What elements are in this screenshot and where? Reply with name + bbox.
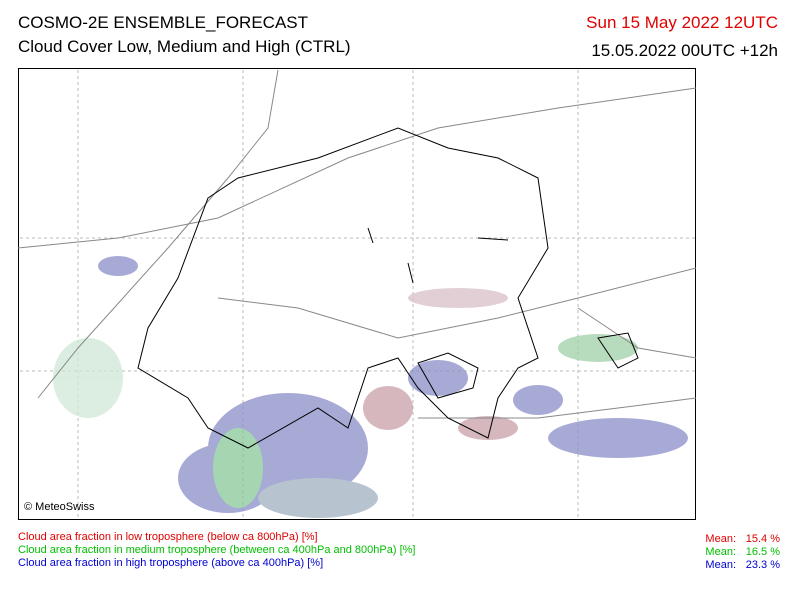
legend-label: Cloud area fraction in high troposphere … (18, 557, 324, 569)
cloud-fields (53, 256, 688, 518)
map: © MeteoSwiss (18, 68, 697, 520)
mean-label: Mean: (705, 546, 736, 558)
legend-label: Cloud area fraction in medium tropospher… (18, 544, 416, 556)
borders-gray (18, 69, 697, 419)
mean-label: Mean: (705, 533, 736, 545)
valid-time: Sun 15 May 2022 12UTC (586, 13, 778, 32)
subtitle: Cloud Cover Low, Medium and High (CTRL) (18, 37, 351, 56)
mean-value: 23.3 % (745, 559, 780, 571)
graticule (20, 70, 696, 518)
run-time: 15.05.2022 00UTC +12h (591, 41, 778, 60)
swiss-border (137, 127, 639, 449)
mean-value: 15.4 % (745, 533, 780, 545)
mean-value: 16.5 % (745, 546, 780, 558)
mean-label: Mean: (705, 559, 736, 571)
credit: © MeteoSwiss (24, 501, 95, 513)
title: COSMO-2E ENSEMBLE_FORECAST (18, 13, 309, 32)
legend-label: Cloud area fraction in low troposphere (… (18, 531, 318, 543)
